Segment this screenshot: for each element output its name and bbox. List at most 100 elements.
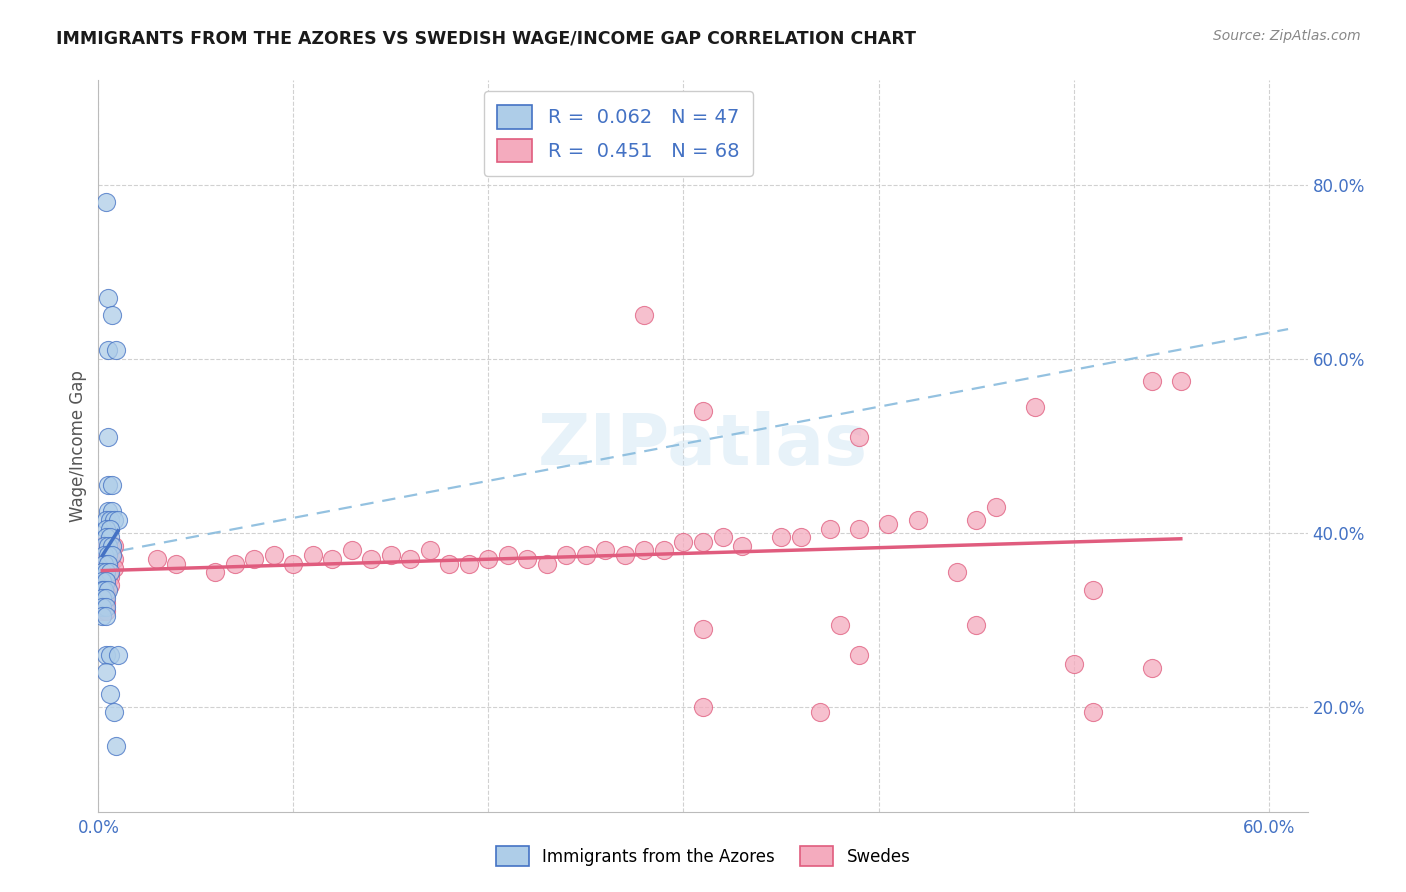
Point [965,513,987,527]
Point [769,530,792,544]
Point [98,522,121,536]
Point [302,548,325,562]
Point [96,569,118,583]
Point [204,566,226,580]
Point [97,548,120,562]
Point [96,566,118,580]
Point [614,548,637,562]
Point [399,552,422,566]
Point [96,591,118,606]
Point [263,548,285,562]
Point [633,309,655,323]
Point [96,604,118,618]
Point [808,705,831,719]
Point [692,534,714,549]
Point [692,404,714,418]
Point [98,513,121,527]
Point [96,587,118,601]
Point [101,309,124,323]
Point [1063,657,1085,671]
Point [97,557,120,571]
Point [496,548,519,562]
Point [97,343,120,358]
Point [731,539,754,553]
Point [98,561,121,575]
Point [848,648,870,662]
Point [91,578,114,592]
Point [97,291,120,305]
Point [91,591,114,606]
Point [98,578,121,592]
Point [97,478,120,492]
Point [98,552,121,566]
Point [1170,374,1192,388]
Point [96,648,118,662]
Point [96,561,118,575]
Point [91,569,114,583]
Point [104,343,127,358]
Point [101,478,124,492]
Point [91,582,114,597]
Point [101,548,124,562]
Point [96,539,118,553]
Point [104,739,127,754]
Point [96,596,118,610]
Point [98,539,121,553]
Y-axis label: Wage/Income Gap: Wage/Income Gap [69,370,87,522]
Point [672,534,695,549]
Point [93,539,115,553]
Point [848,430,870,444]
Point [458,557,481,571]
Point [103,552,125,566]
Point [360,552,382,566]
Point [107,648,129,662]
Point [96,600,118,615]
Point [91,574,114,588]
Point [945,566,967,580]
Point [321,552,343,566]
Point [1140,661,1163,675]
Point [419,543,441,558]
Point [633,543,655,558]
Point [96,574,118,588]
Legend: R =  0.062   N = 47, R =  0.451   N = 68: R = 0.062 N = 47, R = 0.451 N = 68 [484,92,754,176]
Point [1140,374,1163,388]
Point [283,557,305,571]
Point [711,530,734,544]
Point [1081,705,1104,719]
Point [97,539,120,553]
Point [789,530,811,544]
Point [107,513,129,527]
Point [91,587,114,601]
Point [818,522,841,536]
Point [146,552,169,566]
Point [93,557,115,571]
Point [1024,400,1046,414]
Point [91,604,114,618]
Point [477,552,499,566]
Point [692,622,714,636]
Point [98,648,121,662]
Point [96,522,118,536]
Point [103,561,125,575]
Point [96,552,118,566]
Point [91,566,114,580]
Point [103,539,125,553]
Point [96,530,118,544]
Point [93,548,115,562]
Legend: Immigrants from the Azores, Swedes: Immigrants from the Azores, Swedes [489,839,917,873]
Point [93,582,115,597]
Point [101,504,124,518]
Text: Source: ZipAtlas.com: Source: ZipAtlas.com [1213,29,1361,44]
Point [595,543,617,558]
Point [98,530,121,544]
Point [101,539,124,553]
Point [98,687,121,701]
Point [97,582,120,597]
Point [96,578,118,592]
Point [91,539,114,553]
Point [536,557,558,571]
Point [1081,582,1104,597]
Point [91,608,114,623]
Point [224,557,246,571]
